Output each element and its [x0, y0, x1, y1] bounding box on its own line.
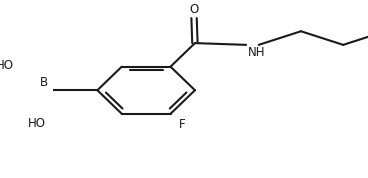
Text: F: F [178, 118, 185, 131]
Text: HO: HO [0, 59, 14, 72]
Text: O: O [190, 3, 199, 16]
Text: B: B [39, 76, 47, 89]
Text: NH: NH [248, 46, 265, 59]
Text: HO: HO [28, 117, 46, 130]
